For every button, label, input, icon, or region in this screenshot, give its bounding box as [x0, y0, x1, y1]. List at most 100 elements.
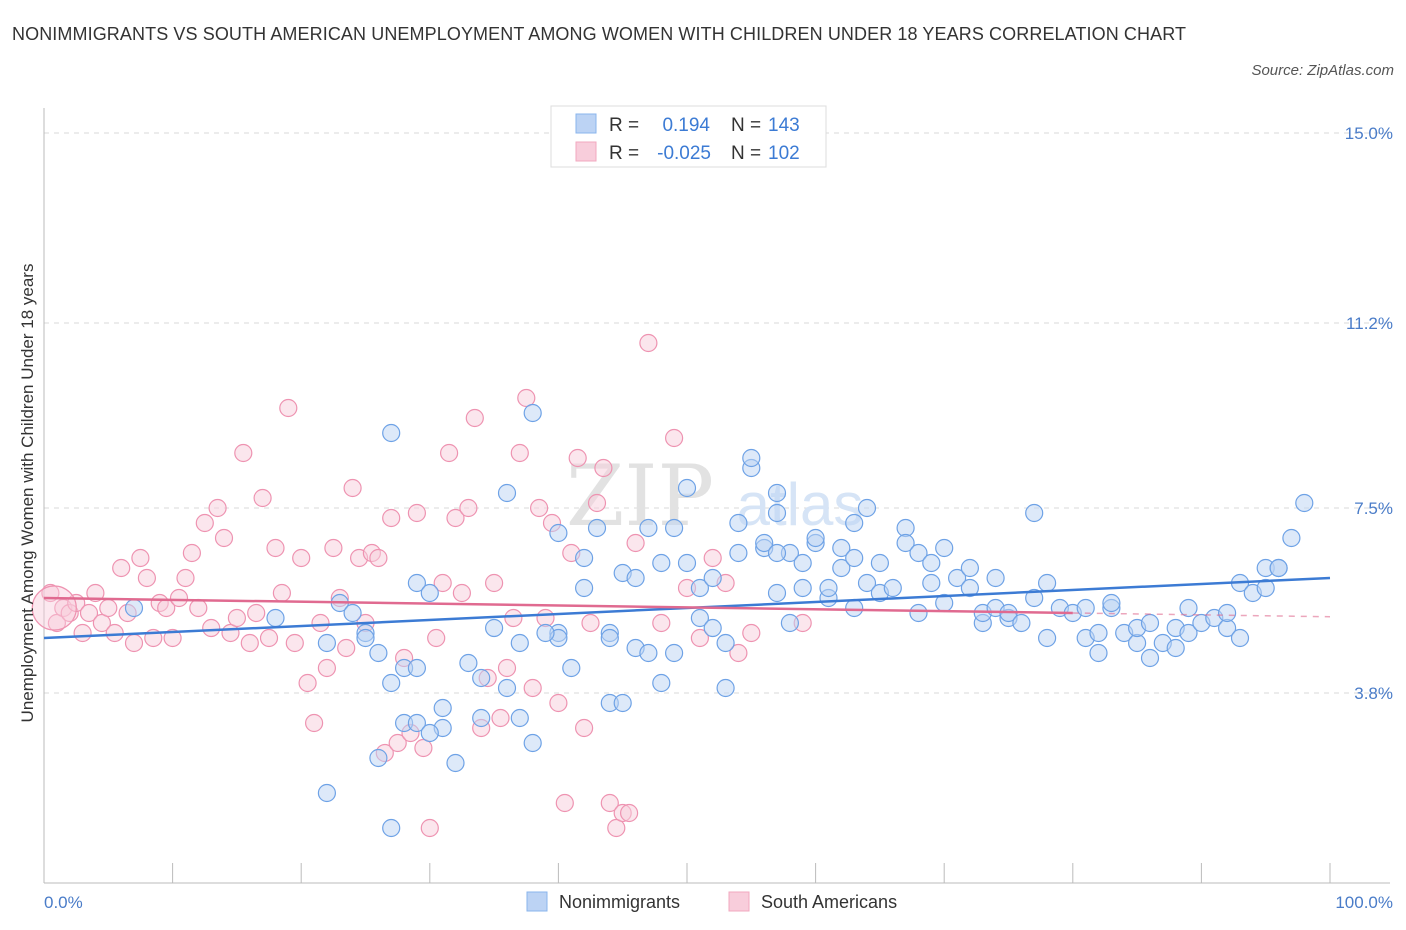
- nonimmigrants-point-120: [1179, 598, 1198, 618]
- nonimmigrants-point-52: [703, 618, 722, 638]
- nonimmigrants-point-1: [266, 608, 285, 628]
- nonimmigrants-point-41: [639, 518, 658, 538]
- south-americans-point-80: [555, 793, 574, 813]
- south-americans-point-36: [272, 583, 291, 603]
- south-americans-point-9: [99, 598, 118, 618]
- nonimmigrants-point-31: [562, 658, 581, 678]
- legend-swatch-pink: [575, 141, 597, 162]
- south-americans-point-66: [465, 408, 484, 428]
- nonimmigrants-point-125: [1230, 628, 1250, 648]
- nonimmigrants-point-134: [767, 543, 787, 563]
- nonimmigrants-point-72: [832, 558, 851, 578]
- south-americans-point-6: [79, 603, 99, 623]
- nonimmigrants-point-18: [382, 423, 401, 443]
- legend-n-value-1: 143: [768, 115, 800, 136]
- nonimmigrants-point-65: [793, 553, 812, 573]
- south-americans-points: [31, 333, 812, 838]
- south-americans-point-97: [703, 548, 722, 568]
- nonimmigrants-point-105: [1076, 598, 1095, 618]
- legend-n-value-2: 102: [768, 143, 800, 164]
- nonimmigrants-point-55: [729, 513, 748, 533]
- watermark-atlas: atlas: [737, 471, 864, 538]
- south-americans-point-53: [382, 508, 401, 528]
- nonimmigrants-point-23: [317, 783, 336, 803]
- nonimmigrants-point-66: [793, 578, 812, 598]
- nonimmigrants-point-124: [1217, 603, 1237, 623]
- nonimmigrants-point-90: [960, 558, 980, 578]
- trend-lines: [43, 576, 1331, 640]
- south-americans-point-83: [574, 718, 594, 738]
- nonimmigrants-point-136: [613, 693, 632, 713]
- south-americans-point-26: [208, 498, 227, 518]
- south-americans-point-32: [247, 603, 266, 623]
- nonimmigrants-point-74: [845, 513, 864, 533]
- legend-r-value-1: 0.194: [662, 115, 710, 136]
- nonimmigrants-point-33: [574, 548, 594, 568]
- nonimmigrants-point-129: [1256, 578, 1275, 598]
- nonimmigrants-point-22: [356, 628, 375, 648]
- x-tick-label-0: 0.0%: [44, 893, 83, 912]
- nonimmigrants-point-54: [729, 543, 748, 563]
- south-americans-point-44: [324, 538, 343, 558]
- south-americans-point-91: [626, 533, 645, 553]
- legend-n-label-1: N =: [731, 115, 761, 136]
- south-americans-trend-line: [43, 596, 1073, 615]
- south-americans-point-54: [388, 733, 407, 753]
- series-legend: Nonimmigrants South Americans: [526, 891, 897, 912]
- nonimmigrants-point-60: [767, 503, 787, 523]
- nonimmigrants-points: [124, 403, 1314, 838]
- bottom-legend-swatch-nonimmigrants: [526, 891, 548, 912]
- nonimmigrants-point-37: [600, 628, 619, 648]
- nonimmigrants-point-32: [574, 578, 594, 598]
- nonimmigrants-point-25: [497, 483, 517, 503]
- nonimmigrants-point-44: [652, 553, 671, 573]
- south-americans-point-85: [587, 493, 607, 513]
- south-americans-point-25: [202, 618, 221, 638]
- south-americans-point-30: [234, 443, 253, 463]
- legend-r-label-2: R =: [609, 143, 639, 164]
- south-americans-point-96: [690, 628, 710, 648]
- south-americans-point-41: [305, 713, 324, 733]
- legend-n-label-2: N =: [731, 143, 761, 164]
- nonimmigrants-point-135: [716, 678, 735, 698]
- x-tick-label-1: 100.0%: [1335, 893, 1393, 912]
- nonimmigrants-point-98: [1012, 613, 1031, 633]
- nonimmigrants-point-16: [510, 708, 529, 728]
- nonimmigrants-point-11: [433, 698, 452, 718]
- nonimmigrants-point-5: [382, 673, 401, 693]
- nonimmigrants-point-139: [510, 633, 529, 653]
- bottom-legend-nonimmigrants: Nonimmigrants: [559, 892, 680, 912]
- south-americans-point-20: [169, 588, 189, 608]
- nonimmigrants-point-137: [459, 653, 478, 673]
- nonimmigrants-point-53: [716, 633, 735, 653]
- nonimmigrants-point-115: [1140, 613, 1160, 633]
- south-americans-point-99: [729, 643, 748, 663]
- nonimmigrants-point-73: [845, 548, 864, 568]
- nonimmigrants-point-70: [819, 578, 838, 598]
- nonimmigrants-point-39: [626, 568, 645, 588]
- legend-r-value-2: -0.025: [657, 143, 711, 164]
- south-americans-point-22: [182, 543, 201, 563]
- nonimmigrants-point-19: [369, 748, 388, 768]
- south-americans-point-79: [549, 693, 568, 713]
- south-americans-point-43: [317, 658, 336, 678]
- nonimmigrants-point-61: [767, 583, 787, 603]
- south-americans-point-35: [266, 538, 285, 558]
- south-americans-point-57: [407, 503, 426, 523]
- south-americans-point-29: [227, 608, 246, 628]
- nonimmigrants-point-95: [986, 568, 1005, 588]
- south-americans-point-23: [189, 598, 208, 618]
- nonimmigrants-point-57: [742, 448, 761, 468]
- nonimmigrants-point-71: [832, 538, 851, 558]
- nonimmigrants-point-76: [857, 573, 877, 593]
- legend-swatch-blue: [575, 113, 597, 134]
- south-americans-point-72: [504, 608, 523, 628]
- legend-r-label-1: R =: [609, 115, 639, 136]
- nonimmigrants-point-8: [407, 713, 426, 733]
- nonimmigrants-point-82: [896, 533, 915, 553]
- nonimmigrants-point-101: [1037, 628, 1057, 648]
- south-americans-point-21: [176, 568, 195, 588]
- south-americans-point-69: [485, 573, 504, 593]
- nonimmigrants-point-80: [883, 578, 902, 598]
